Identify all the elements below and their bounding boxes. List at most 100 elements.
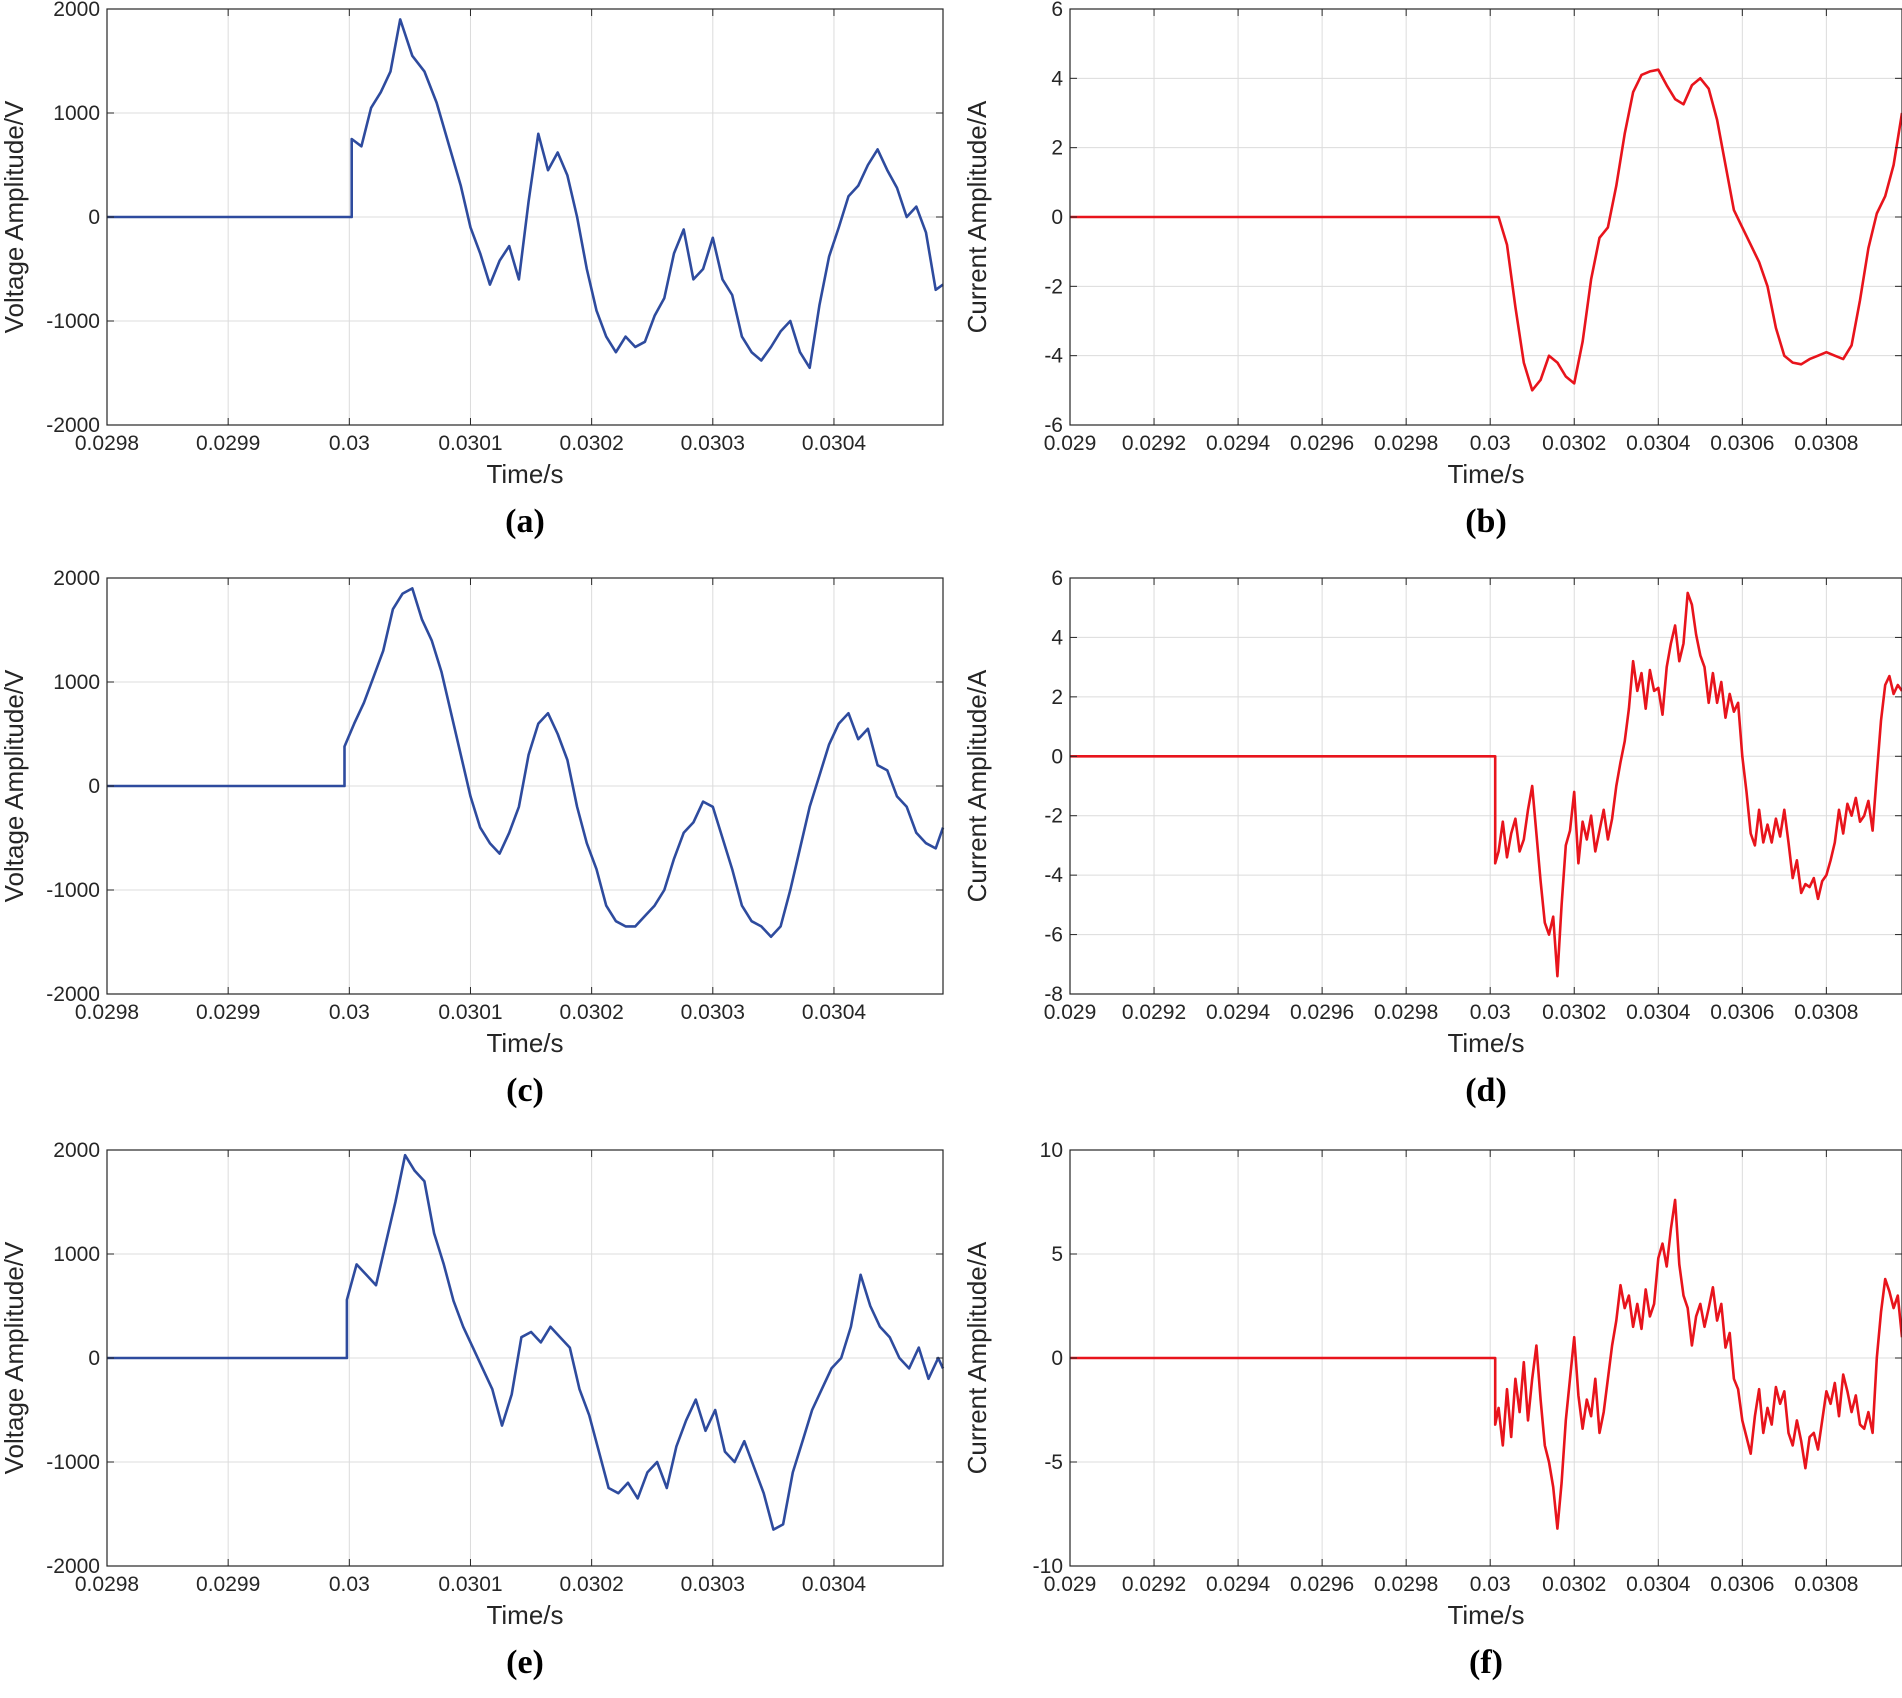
y-tick-label: -2 [1044, 805, 1063, 828]
x-tick-label: 0.0304 [802, 1573, 867, 1596]
y-tick-label: -1000 [46, 879, 100, 902]
x-tick-label: 0.0299 [196, 1573, 260, 1596]
chart-c: 0.0298 0.0299 0.03 0.0301 0.0302 0.0303 0.0304… [0, 567, 945, 1109]
y-axis-label: Voltage Amplitude/V [0, 669, 29, 902]
x-tick-label: 0.03 [329, 1573, 370, 1596]
chart-f: 0.029 0.0292 0.0294 0.0296 0.0298 0.03 0.0302 0… [962, 1139, 1902, 1681]
x-tick-label: 0.0302 [560, 432, 624, 455]
x-tick-label: 0.0299 [196, 432, 260, 455]
x-tick-label: 0.0292 [1122, 1573, 1186, 1596]
x-tick-label: 0.0294 [1206, 1001, 1271, 1024]
y-axis-label: Voltage Amplitude/V [0, 1241, 29, 1474]
x-tick-label: 0.03 [1470, 1001, 1511, 1024]
y-tick-label: -10 [1033, 1555, 1063, 1578]
chart-a: 0.0298 0.0299 0.03 0.0301 0.0302 0.0303 0.0304… [0, 0, 944, 540]
x-tick-label: 0.0298 [75, 1573, 139, 1596]
y-tick-label: 1000 [53, 671, 100, 694]
chart-d: 0.029 0.0292 0.0294 0.0296 0.0298 0.03 0.0302 0… [962, 567, 1902, 1109]
x-tick-label: 0.0299 [196, 1001, 260, 1024]
x-tick-label: 0.0308 [1794, 1001, 1858, 1024]
y-tick-label: -2000 [46, 414, 100, 437]
x-tick-label: 0.0304 [1626, 432, 1691, 455]
y-axis-label: Current Amplitude/A [962, 669, 992, 902]
x-axis-label: Time/s [486, 459, 563, 489]
x-tick-label: 0.0302 [560, 1001, 624, 1024]
x-tick-label: 0.0298 [75, 1001, 139, 1024]
chart-b: 0.029 0.0292 0.0294 0.0296 0.0298 0.03 0.0302 0… [962, 0, 1902, 540]
y-tick-label: -4 [1044, 345, 1063, 368]
x-tick-label: 0.03 [1470, 432, 1511, 455]
x-tick-label: 0.0301 [438, 1573, 502, 1596]
y-tick-label: 1000 [53, 1243, 100, 1266]
x-tick-label: 0.03 [1470, 1573, 1511, 1596]
x-axis-label: Time/s [486, 1028, 563, 1058]
x-tick-label: 0.0302 [1542, 1001, 1606, 1024]
y-tick-label: 0 [88, 1347, 100, 1370]
x-tick-label: 0.0292 [1122, 1001, 1186, 1024]
x-tick-label: 0.0308 [1794, 432, 1858, 455]
x-tick-label: 0.0304 [1626, 1573, 1691, 1596]
x-tick-label: 0.0294 [1206, 432, 1271, 455]
x-tick-label: 0.0298 [1374, 432, 1438, 455]
x-tick-label: 0.029 [1044, 432, 1097, 455]
x-tick-label: 0.03 [329, 432, 370, 455]
panel-caption: (e) [506, 1644, 544, 1681]
x-tick-label: 0.0298 [1374, 1001, 1438, 1024]
x-tick-label: 0.0304 [1626, 1001, 1691, 1024]
y-tick-label: -6 [1044, 414, 1063, 437]
y-tick-label: 1000 [53, 102, 100, 125]
y-tick-label: 0 [1051, 1347, 1063, 1370]
x-axis-label: Time/s [1447, 459, 1524, 489]
y-tick-label: 4 [1051, 626, 1063, 649]
x-tick-label: 0.0298 [75, 432, 139, 455]
x-tick-label: 0.029 [1044, 1573, 1097, 1596]
series-line-current [1070, 591, 1902, 978]
series-line-current [1070, 68, 1902, 392]
y-tick-label: 0 [88, 775, 100, 798]
x-tick-label: 0.0303 [681, 432, 745, 455]
panel-caption: (f) [1469, 1644, 1503, 1681]
x-tick-label: 0.0296 [1290, 1001, 1354, 1024]
x-tick-label: 0.0292 [1122, 432, 1186, 455]
y-tick-label: -4 [1044, 864, 1063, 887]
x-tick-label: 0.0301 [438, 432, 502, 455]
x-tick-label: 0.029 [1044, 1001, 1097, 1024]
x-tick-label: 0.0302 [1542, 432, 1606, 455]
panel-caption: (c) [506, 1072, 544, 1109]
x-axis-label: Time/s [1447, 1028, 1524, 1058]
x-tick-label: 0.0306 [1710, 1001, 1774, 1024]
x-tick-label: 0.0308 [1794, 1573, 1858, 1596]
x-tick-label: 0.0306 [1710, 432, 1774, 455]
chart-e: 0.0298 0.0299 0.03 0.0301 0.0302 0.0303 0.0304… [0, 1139, 945, 1681]
y-tick-label: -2000 [46, 1555, 100, 1578]
y-tick-label: 10 [1040, 1139, 1063, 1162]
x-tick-label: 0.0296 [1290, 432, 1354, 455]
y-axis-label: Voltage Amplitude/V [0, 100, 29, 333]
panel-caption: (d) [1465, 1072, 1507, 1109]
y-tick-label: 2 [1051, 686, 1063, 709]
x-axis-label: Time/s [1447, 1600, 1524, 1630]
panel-caption: (a) [505, 503, 545, 540]
y-tick-label: -6 [1044, 924, 1063, 947]
x-tick-label: 0.0302 [1542, 1573, 1606, 1596]
y-tick-label: -2000 [46, 983, 100, 1006]
x-tick-label: 0.03 [329, 1001, 370, 1024]
y-axis-label: Current Amplitude/A [962, 1241, 992, 1474]
series-line-voltage [107, 587, 945, 939]
series-line-voltage [107, 1153, 945, 1531]
y-tick-label: 6 [1051, 567, 1063, 590]
x-axis-label: Time/s [486, 1600, 563, 1630]
x-tick-label: 0.0302 [560, 1573, 624, 1596]
x-tick-label: 0.0304 [802, 1001, 867, 1024]
y-tick-label: 4 [1051, 67, 1063, 90]
y-tick-label: -2 [1044, 275, 1063, 298]
x-tick-label: 0.0298 [1374, 1573, 1438, 1596]
y-tick-label: 6 [1051, 0, 1063, 21]
y-tick-label: -8 [1044, 983, 1063, 1006]
y-tick-label: 0 [1051, 745, 1063, 768]
y-tick-label: 2000 [53, 0, 100, 21]
x-tick-label: 0.0301 [438, 1001, 502, 1024]
y-tick-label: 0 [88, 206, 100, 229]
